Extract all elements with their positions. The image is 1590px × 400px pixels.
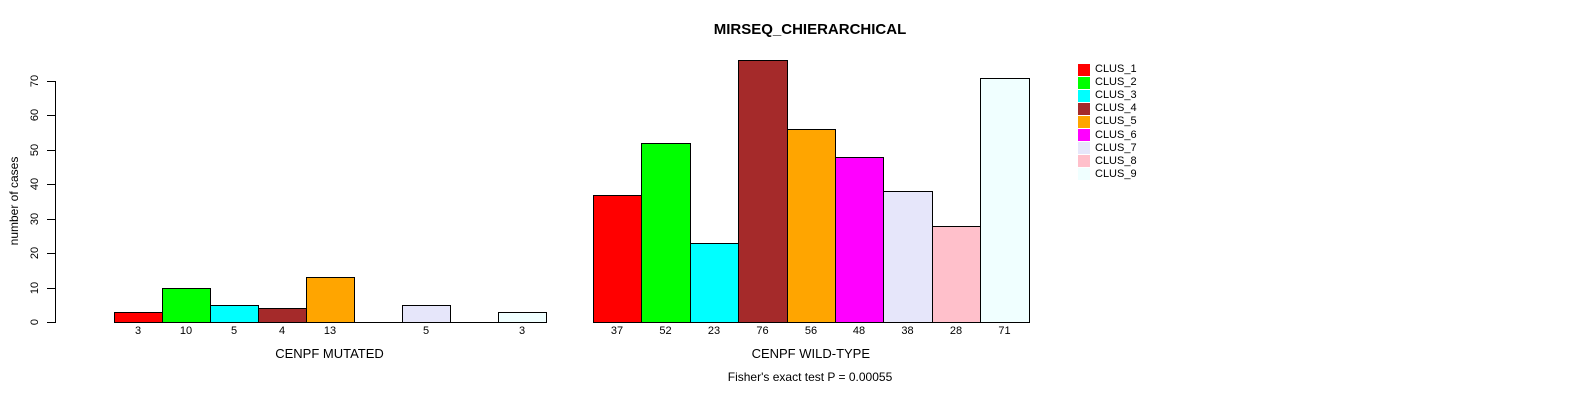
y-axis-line <box>55 81 56 323</box>
bar-clus_2 <box>162 288 211 323</box>
y-axis-tick <box>47 184 55 185</box>
legend-label: CLUS_3 <box>1095 89 1137 102</box>
y-axis-tick <box>47 288 55 289</box>
legend-swatch-clus_7 <box>1078 142 1090 155</box>
bar-clus_7 <box>883 191 933 323</box>
bar-value-label: 3 <box>134 325 142 337</box>
legend-label: CLUS_5 <box>1095 115 1137 128</box>
bar-clus_7 <box>402 305 451 323</box>
legend-swatch-clus_3 <box>1078 89 1090 102</box>
y-axis-tick-label: 10 <box>29 281 41 295</box>
legend-label: CLUS_2 <box>1095 76 1137 89</box>
y-axis-label: number of cases <box>7 156 21 246</box>
group-axis-label: CENPF MUTATED <box>275 346 384 361</box>
legend-item: CLUS_5 <box>1078 115 1137 128</box>
legend-label: CLUS_4 <box>1095 102 1137 115</box>
bar-value-label: 38 <box>901 325 914 337</box>
bar-clus_5 <box>306 277 355 323</box>
y-axis-tick-label: 30 <box>29 212 41 226</box>
legend-label: CLUS_1 <box>1095 63 1137 75</box>
legend-label: CLUS_8 <box>1095 154 1137 167</box>
group-axis-label: CENPF WILD-TYPE <box>751 346 871 361</box>
y-axis-tick-label: 20 <box>29 246 41 260</box>
bar-clus_9 <box>980 78 1030 323</box>
y-axis-tick <box>47 115 55 116</box>
legend-swatch-clus_9 <box>1078 168 1090 181</box>
bar-clus_6 <box>835 157 884 323</box>
bar-clus_3 <box>210 305 259 323</box>
legend-item: CLUS_7 <box>1078 142 1137 155</box>
bar-value-label: 4 <box>278 325 286 337</box>
bar-clus_2 <box>641 143 691 323</box>
bar-value-label: 28 <box>949 325 963 337</box>
bar-clus_3 <box>690 243 739 323</box>
legend-label: CLUS_9 <box>1095 167 1137 180</box>
bar-value-label: 23 <box>707 325 721 337</box>
legend-swatch-clus_8 <box>1078 155 1090 168</box>
bar-value-label: 52 <box>659 325 672 337</box>
bar-value-label: 76 <box>756 325 769 337</box>
legend-item: CLUS_4 <box>1078 102 1137 115</box>
bar-value-label: 10 <box>179 325 193 337</box>
legend-swatch-clus_1 <box>1078 63 1090 76</box>
legend-item: CLUS_2 <box>1078 76 1137 89</box>
legend-swatch-clus_6 <box>1078 129 1090 141</box>
legend-item: CLUS_9 <box>1078 168 1137 181</box>
y-axis-tick <box>47 322 55 323</box>
bar-value-label: 3 <box>518 325 526 337</box>
bar-value-label: 48 <box>852 325 866 337</box>
bar-value-label: 71 <box>998 325 1011 337</box>
y-axis-tick <box>47 150 55 151</box>
bar-value-label: 5 <box>422 325 430 337</box>
legend-label: CLUS_6 <box>1095 128 1137 141</box>
bar-clus_8 <box>932 226 981 323</box>
chart-title: MIRSEQ_CHIERARCHICAL <box>713 21 907 38</box>
y-axis-tick <box>47 253 55 254</box>
group-baseline <box>114 322 546 323</box>
legend-label: CLUS_7 <box>1095 141 1137 154</box>
bar-clus_4 <box>258 308 307 323</box>
y-axis-tick-label: 50 <box>29 143 41 157</box>
y-axis-tick <box>47 219 55 220</box>
fisher-test-annotation: Fisher's exact test P = 0.00055 <box>727 370 893 384</box>
bar-value-label: 13 <box>323 325 337 337</box>
y-axis-tick <box>47 81 55 82</box>
y-axis-tick-label: 0 <box>29 318 41 326</box>
legend-swatch-clus_2 <box>1078 76 1090 89</box>
bar-clus_4 <box>738 60 788 323</box>
bar-clus_1 <box>593 195 642 323</box>
legend-item: CLUS_6 <box>1078 129 1137 142</box>
legend-swatch-clus_5 <box>1078 115 1090 128</box>
bar-value-label: 37 <box>610 325 624 337</box>
y-axis-tick-label: 60 <box>29 108 41 122</box>
legend-item: CLUS_1 <box>1078 63 1137 76</box>
legend-swatch-clus_4 <box>1078 102 1090 115</box>
group-baseline <box>593 322 1029 323</box>
bar-clus_5 <box>787 129 836 323</box>
y-axis-tick-label: 70 <box>29 74 41 88</box>
y-axis-tick-label: 40 <box>29 177 41 191</box>
legend-item: CLUS_8 <box>1078 155 1137 168</box>
legend-item: CLUS_3 <box>1078 89 1137 102</box>
bar-value-label: 56 <box>804 325 818 337</box>
bar-value-label: 5 <box>230 325 238 337</box>
